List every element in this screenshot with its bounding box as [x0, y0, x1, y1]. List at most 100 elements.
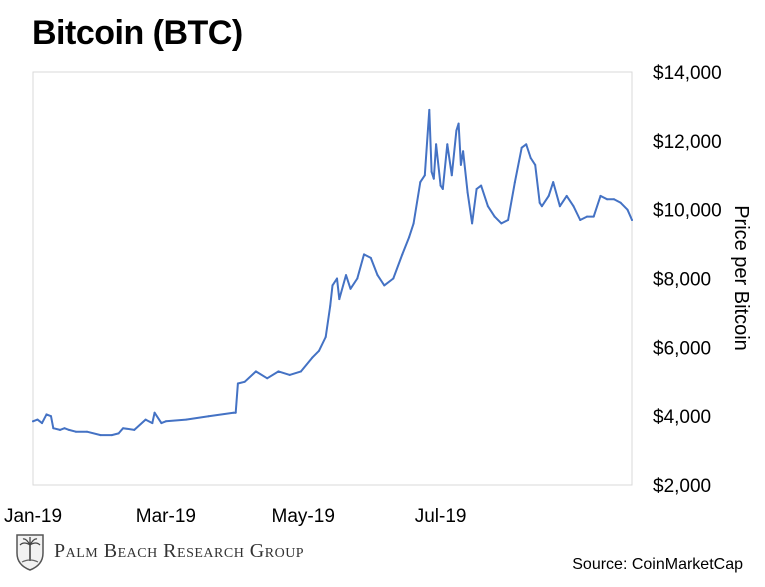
brand-name: Palm Beach Research Group: [54, 539, 305, 562]
data-point: [338, 298, 341, 301]
data-point: [63, 427, 66, 430]
data-point: [586, 215, 588, 218]
data-point: [74, 430, 77, 433]
data-point: [254, 370, 257, 373]
data-point: [547, 194, 550, 197]
plot-frame: [32, 71, 633, 486]
data-point: [50, 415, 52, 418]
data-point: [408, 236, 411, 239]
data-point: [558, 205, 561, 208]
data-point: [336, 277, 338, 280]
data-point: [32, 420, 34, 423]
y-tick-label: $6,000: [653, 338, 711, 359]
data-point: [59, 428, 61, 431]
data-point: [592, 215, 595, 218]
data-point: [439, 184, 442, 187]
brand-logo: Palm Beach Research Group: [14, 530, 304, 572]
data-point: [356, 277, 359, 280]
data-point: [392, 277, 395, 280]
data-point: [435, 143, 438, 146]
x-axis: Jan-19 Mar-19 May-19 Jul-19: [4, 506, 467, 527]
data-point: [599, 194, 602, 197]
data-point: [572, 205, 575, 208]
data-point: [428, 108, 431, 111]
data-point: [300, 370, 302, 373]
data-point: [493, 215, 496, 218]
data-point: [450, 174, 453, 177]
y-tick-label: $8,000: [653, 270, 711, 291]
data-point: [626, 208, 629, 211]
x-tick-label: Jul-19: [415, 506, 467, 527]
data-point: [234, 411, 237, 414]
source-note: Source: CoinMarketCap: [572, 556, 743, 573]
data-point: [538, 201, 541, 204]
data-point: [412, 222, 415, 225]
data-point: [430, 170, 433, 173]
data-point: [401, 253, 404, 256]
data-point: [345, 274, 347, 277]
data-point: [236, 382, 239, 385]
y-tick-label: $12,000: [653, 132, 722, 153]
data-point: [540, 205, 543, 208]
data-point: [552, 181, 555, 184]
data-point: [455, 129, 458, 132]
data-point: [565, 194, 568, 197]
data-point: [513, 181, 516, 184]
data-point: [86, 430, 88, 433]
data-point: [486, 205, 489, 208]
y-axis: $2,000 $4,000 $6,000 $8,000 $10,000 $12,000 $1…: [653, 63, 722, 497]
data-point: [117, 432, 120, 435]
data-point: [520, 146, 523, 149]
data-point: [133, 428, 136, 431]
data-point: [432, 177, 435, 180]
x-tick-label: Jan-19: [4, 506, 62, 527]
data-point: [277, 370, 280, 373]
data-point: [288, 373, 291, 376]
data-point: [613, 198, 615, 201]
data-point: [466, 191, 469, 194]
data-point: [579, 219, 582, 221]
data-point: [153, 411, 156, 414]
data-point: [446, 143, 449, 146]
data-point: [324, 336, 327, 338]
chart-title: Bitcoin (BTC): [32, 14, 243, 52]
data-point: [318, 349, 320, 352]
data-point: [41, 422, 43, 425]
data-point: [507, 219, 510, 221]
data-point: [475, 188, 478, 190]
data-point: [619, 201, 622, 204]
data-point: [419, 181, 422, 184]
data-point: [243, 380, 246, 383]
data-point: [462, 150, 465, 153]
data-point: [110, 434, 113, 437]
data-point: [331, 284, 334, 287]
y-axis-label: Price per Bitcoin: [730, 205, 752, 351]
data-point: [441, 188, 444, 190]
x-tick-label: Mar-19: [136, 506, 196, 527]
y-tick-label: $2,000: [653, 476, 711, 497]
data-point: [349, 287, 352, 290]
data-point: [311, 356, 314, 359]
data-point: [122, 427, 125, 430]
data-point: [266, 377, 269, 380]
data-point: [36, 418, 39, 421]
data-point: [363, 253, 365, 256]
data-point: [164, 420, 167, 423]
data-point: [471, 222, 474, 225]
y-tick-label: $4,000: [653, 407, 711, 428]
data-point: [160, 422, 163, 425]
data-point: [525, 143, 528, 146]
data-point: [144, 418, 147, 421]
y-tick-label: $14,000: [653, 63, 722, 84]
x-tick-label: May-19: [272, 506, 335, 527]
data-point: [369, 256, 372, 259]
data-point: [480, 184, 483, 187]
y-tick-label: $10,000: [653, 201, 722, 222]
data-point: [232, 411, 235, 414]
data-point: [52, 427, 55, 430]
data-points: [32, 108, 633, 437]
data-point: [151, 422, 154, 425]
data-point: [631, 219, 633, 221]
data-point: [99, 434, 102, 437]
